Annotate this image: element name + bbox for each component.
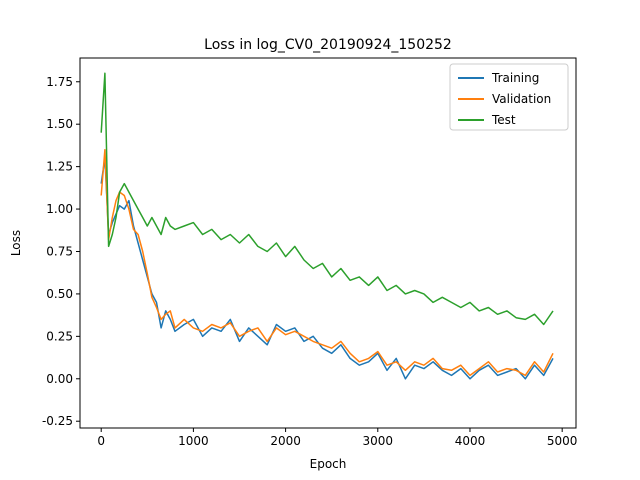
x-axis: 0 1000 2000 3000 4000 5000	[97, 428, 577, 448]
legend-label-validation: Validation	[492, 92, 551, 106]
x-tick-label: 4000	[455, 434, 486, 448]
legend-label-test: Test	[491, 113, 516, 127]
legend-box	[449, 63, 569, 131]
plot-frame	[79, 57, 577, 429]
x-tick-label: 0	[97, 434, 105, 448]
legend: Training Validation Test	[449, 63, 569, 131]
x-tick-label: 2000	[270, 434, 301, 448]
series-layer	[100, 72, 554, 380]
y-tick-label: 1.25	[46, 160, 73, 174]
x-tick-label: 3000	[363, 434, 394, 448]
y-tick-label: 0.50	[46, 287, 73, 301]
legend-label-training: Training	[491, 71, 539, 85]
y-axis-label: Loss	[9, 230, 23, 256]
y-tick-label: 1.00	[46, 202, 73, 216]
chart-title: Loss in log_CV0_20190924_150252	[204, 37, 452, 53]
y-tick-label: 0.25	[46, 329, 73, 343]
y-tick-label: 1.75	[46, 75, 73, 89]
y-tick-label: -0.25	[42, 414, 73, 428]
x-axis-label: Epoch	[310, 457, 347, 471]
series-line-validation	[100, 148, 554, 377]
y-axis: -0.25 0.00 0.25 0.50 0.75 1.00 1.25 1.50 1.75	[42, 75, 80, 428]
y-tick-label: 0.00	[46, 372, 73, 386]
x-tick-label: 1000	[178, 434, 209, 448]
x-tick-label: 5000	[547, 434, 578, 448]
series-line-test	[100, 72, 554, 326]
series-line-training	[100, 157, 554, 380]
y-tick-label: 0.75	[46, 244, 73, 258]
y-tick-label: 1.50	[46, 117, 73, 131]
